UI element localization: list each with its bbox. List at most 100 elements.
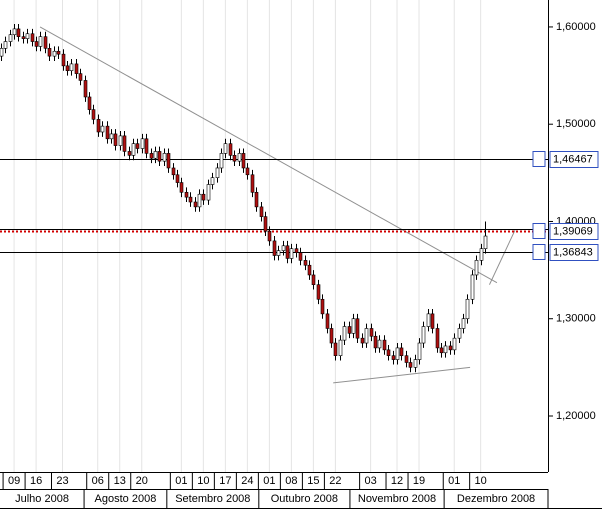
- candle-body: [377, 339, 382, 349]
- candle-body: [355, 318, 360, 339]
- x-tick-label: 01: [448, 475, 460, 487]
- candle-body: [413, 359, 418, 368]
- price-level-box: [549, 244, 599, 261]
- candle-body: [342, 326, 347, 341]
- candle-body: [241, 153, 246, 169]
- y-tick-label: 1,60000: [556, 21, 596, 33]
- x-tick-label: 01: [175, 475, 187, 487]
- candle-body: [219, 153, 224, 169]
- candle-body: [408, 362, 413, 368]
- candle-body: [3, 41, 8, 49]
- price-level-label: 1,46467: [553, 153, 593, 165]
- candle-body: [347, 326, 352, 334]
- x-tick-label: 20: [136, 475, 148, 487]
- candle-body: [105, 125, 110, 140]
- price-level-box: [549, 223, 599, 240]
- candle-body: [25, 33, 30, 39]
- candle-body: [131, 143, 136, 156]
- candle-body: [320, 298, 325, 315]
- candle-body: [272, 240, 277, 256]
- candle-body: [61, 53, 66, 67]
- candle-body: [417, 342, 422, 360]
- price-level-box: [549, 151, 599, 168]
- candle-body: [364, 328, 369, 344]
- candle-body: [210, 177, 215, 185]
- x-tick-label: 24: [241, 475, 253, 487]
- candle-body: [122, 135, 127, 152]
- month-label: Dezembro 2008: [457, 493, 535, 505]
- month-label: Setembro 2008: [175, 493, 250, 505]
- candle-body: [56, 50, 61, 55]
- candle-body: [201, 193, 206, 201]
- candle-body: [421, 326, 426, 344]
- candle-body: [452, 337, 457, 351]
- candle-body: [74, 63, 79, 74]
- candle-body: [144, 138, 149, 154]
- candle-body: [193, 201, 198, 208]
- candle-body: [118, 135, 123, 146]
- candle-body: [298, 252, 303, 261]
- candle-body: [382, 339, 387, 351]
- candle-body: [184, 191, 189, 198]
- candle-body: [166, 153, 171, 169]
- candle-body: [439, 347, 444, 354]
- candle-body: [351, 318, 356, 334]
- x-tick-label: 12: [391, 475, 403, 487]
- candle-body: [426, 313, 431, 327]
- x-tick-label: 10: [475, 475, 487, 487]
- candle-body: [12, 28, 17, 36]
- price-level-label: 1,36843: [553, 246, 593, 258]
- x-tick-label: 10: [197, 475, 209, 487]
- candle-body: [96, 119, 101, 133]
- candle-body: [461, 318, 466, 329]
- x-tick-label: 17: [219, 475, 231, 487]
- candle-body: [360, 337, 365, 344]
- x-tick-label: 08: [285, 475, 297, 487]
- candle-body: [289, 248, 294, 259]
- candle-body: [157, 151, 162, 162]
- candle-body: [276, 250, 281, 256]
- candle-body: [162, 153, 167, 162]
- x-tick-label: 09: [8, 475, 20, 487]
- candle-body: [179, 182, 184, 193]
- candle-body: [175, 174, 180, 183]
- candle-body: [232, 155, 237, 162]
- candle-body: [135, 143, 140, 149]
- candle-body: [474, 260, 479, 276]
- candle-body: [65, 65, 70, 72]
- candle-body: [127, 151, 132, 156]
- candle-body: [373, 335, 378, 349]
- candle-body: [250, 174, 255, 193]
- x-tick-label: 01: [263, 475, 275, 487]
- candle-body: [338, 339, 343, 356]
- candle-body: [307, 264, 312, 276]
- x-tick-label: 15: [307, 475, 319, 487]
- candle-body: [448, 345, 453, 351]
- candle-body: [329, 328, 334, 344]
- candle-body: [16, 28, 21, 37]
- price-level-label: 1,39069: [553, 225, 593, 237]
- candle-body: [30, 33, 35, 42]
- candle-body: [303, 260, 308, 266]
- candle-body: [140, 138, 145, 149]
- candle-body: [149, 153, 154, 159]
- trendline: [333, 366, 471, 384]
- trendline: [39, 26, 498, 284]
- candle-body: [399, 347, 404, 356]
- x-tick-label: 13: [114, 475, 126, 487]
- candle-body: [38, 36, 43, 47]
- candle-body: [285, 245, 290, 259]
- candle-body: [281, 245, 286, 251]
- month-label: Novembro 2008: [358, 493, 436, 505]
- x-tick-label: 06: [92, 475, 104, 487]
- candle-body: [52, 50, 57, 57]
- candle-body: [206, 184, 211, 201]
- candle-body: [311, 274, 316, 285]
- x-tick-label: 16: [30, 475, 42, 487]
- candle-body: [316, 284, 321, 300]
- level-icon: [532, 223, 546, 239]
- y-tick-label: 1,50000: [556, 118, 596, 130]
- level-icon: [532, 151, 546, 167]
